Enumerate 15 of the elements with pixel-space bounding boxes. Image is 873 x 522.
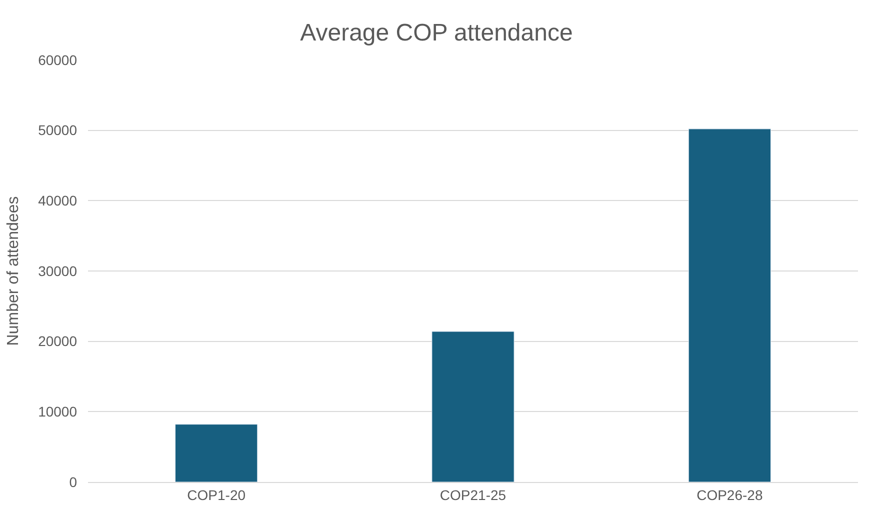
x-tick-label: COP21-25 [440,486,506,503]
x-tick-label: COP1-20 [187,486,246,503]
y-tick-label: 60000 [38,52,78,68]
bar [688,128,771,482]
y-tick-label: 30000 [38,262,78,279]
y-tick-label: 40000 [38,192,78,209]
y-tick-label: 50000 [38,122,78,138]
bar [432,331,514,482]
y-tick-label: 10000 [38,404,78,420]
x-tick-label: COP26-28 [696,486,763,503]
y-tick-label: 20000 [38,333,78,350]
chart-title: Average COP attendance [300,19,573,46]
y-axis-title: Number of attendees [4,196,22,346]
y-tick-label: 0 [69,474,78,490]
bar [175,424,258,482]
